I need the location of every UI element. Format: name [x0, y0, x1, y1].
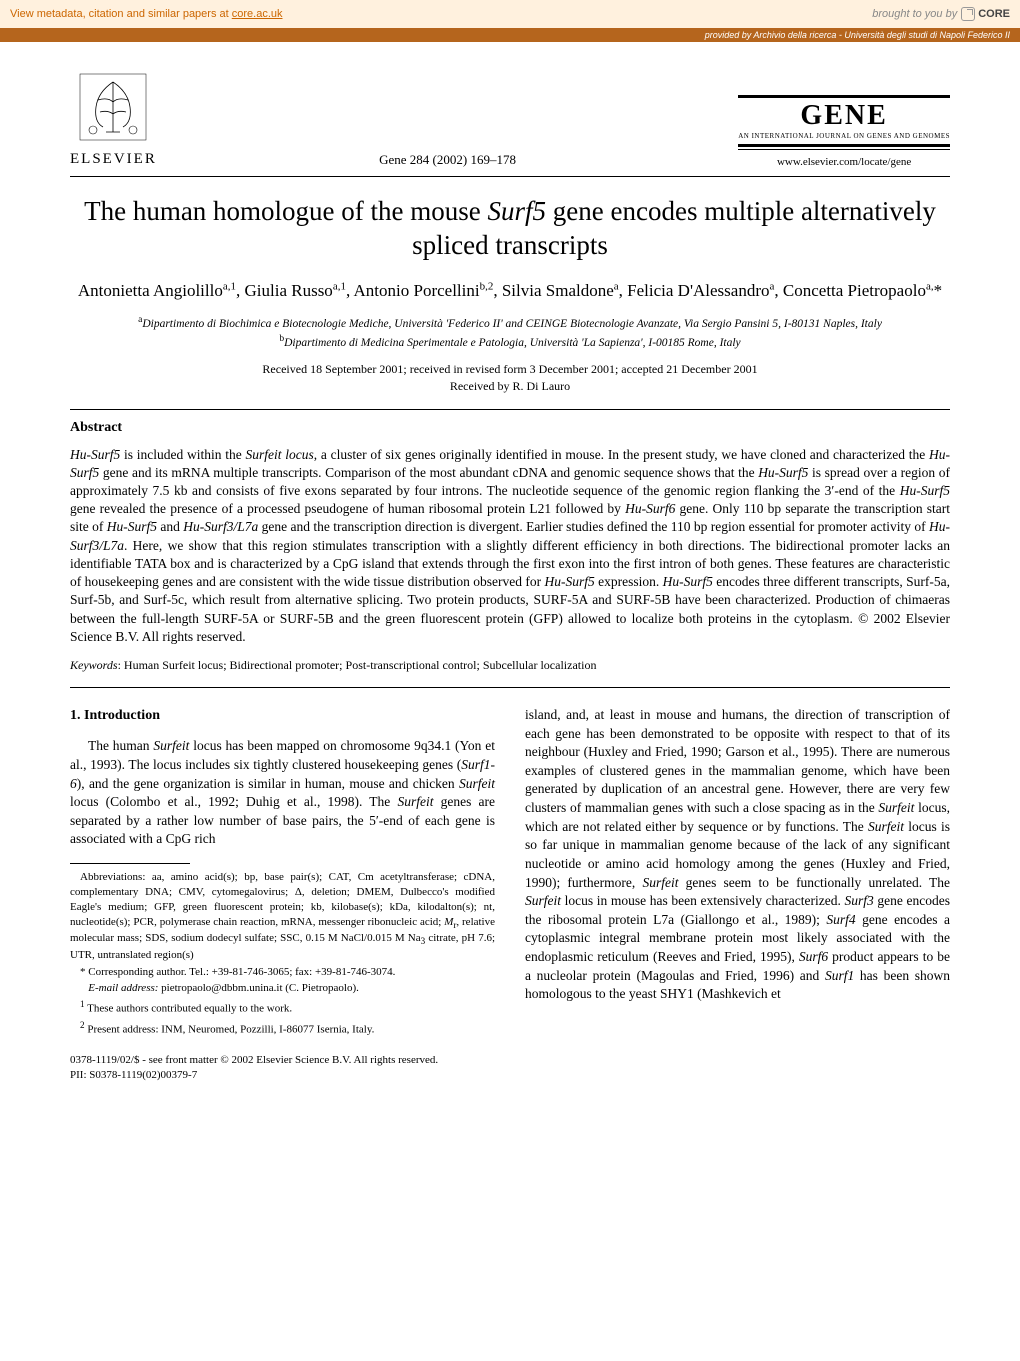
bottom-copyright: 0378-1119/02/$ - see front matter © 2002…	[70, 1053, 950, 1082]
affiliation-b: bDipartimento di Medicina Sperimentale e…	[70, 333, 950, 351]
dates-line1: Received 18 September 2001; received in …	[70, 361, 950, 378]
footnote-rule	[70, 863, 190, 864]
elsevier-block: ELSEVIER	[70, 72, 157, 168]
gene-title: GENE	[738, 100, 950, 132]
page-content: ELSEVIER Gene 284 (2002) 169–178 GENE AN…	[0, 42, 1020, 1122]
authors: Antonietta Angiolilloa,1, Giulia Russoa,…	[70, 279, 950, 303]
core-banner-left: View metadata, citation and similar pape…	[10, 8, 283, 20]
two-column-body: 1. Introduction The human Surfeit locus …	[70, 706, 950, 1039]
keywords-label: Keywords	[70, 658, 118, 672]
core-logo-icon	[961, 7, 975, 21]
pii-line: PII: S0378-1119(02)00379-7	[70, 1068, 950, 1082]
core-left-prefix: View metadata, citation and similar pape…	[10, 8, 232, 20]
gene-logo-block: GENE AN INTERNATIONAL JOURNAL ON GENES A…	[738, 95, 950, 168]
email-value: pietropaolo@dbbm.unina.it (C. Pietropaol…	[158, 982, 358, 994]
elsevier-label: ELSEVIER	[70, 151, 157, 168]
title-part1: The human homologue of the mouse	[84, 196, 487, 226]
introduction-heading: 1. Introduction	[70, 706, 495, 725]
affiliation-a: aDipartimento di Biochimica e Biotecnolo…	[70, 314, 950, 332]
footnote-corresponding: * Corresponding author. Tel.: +39-81-746…	[70, 965, 495, 980]
right-column: island, and, at least in mouse and human…	[525, 706, 950, 1039]
gene-url: www.elsevier.com/locate/gene	[738, 156, 950, 168]
gene-subtitle: AN INTERNATIONAL JOURNAL ON GENES AND GE…	[738, 132, 950, 147]
email-label: E-mail address:	[88, 982, 158, 994]
core-banner-right: brought to you by CORE	[872, 7, 1010, 21]
abbreviations: Abbreviations: aa, amino acid(s); bp, ba…	[70, 870, 495, 963]
intro-paragraph-left: The human Surfeit locus has been mapped …	[70, 737, 495, 849]
footnote-email: E-mail address: pietropaolo@dbbm.unina.i…	[70, 981, 495, 996]
footnotes: Abbreviations: aa, amino acid(s); bp, ba…	[70, 870, 495, 1037]
abstract-heading: Abstract	[70, 420, 950, 436]
core-logo-text: CORE	[978, 8, 1010, 20]
keywords: Keywords: Human Surfeit locus; Bidirecti…	[70, 658, 950, 673]
journal-header: ELSEVIER Gene 284 (2002) 169–178 GENE AN…	[70, 72, 950, 168]
provided-by-banner: provided by Archivio della ricerca - Uni…	[0, 28, 1020, 42]
core-right-prefix: brought to you by	[872, 8, 957, 20]
article-dates: Received 18 September 2001; received in …	[70, 361, 950, 395]
header-rule	[70, 176, 950, 177]
elsevier-tree-icon	[78, 72, 148, 142]
core-logo: CORE	[961, 7, 1010, 21]
footnote-1: 1 These authors contributed equally to t…	[70, 998, 495, 1017]
dates-line2: Received by R. Di Lauro	[70, 378, 950, 395]
title-italic: Surf5	[488, 196, 547, 226]
gene-logo: GENE AN INTERNATIONAL JOURNAL ON GENES A…	[738, 95, 950, 150]
core-link[interactable]: core.ac.uk	[232, 8, 283, 20]
abstract-body: Hu-Surf5 is included within the Surfeit …	[70, 446, 950, 646]
article-title: The human homologue of the mouse Surf5 g…	[70, 195, 950, 263]
journal-reference: Gene 284 (2002) 169–178	[379, 152, 516, 168]
abstract-top-rule	[70, 409, 950, 410]
abstract-bottom-rule	[70, 687, 950, 688]
footnote-2: 2 Present address: INM, Neuromed, Pozzil…	[70, 1019, 495, 1038]
intro-paragraph-right: island, and, at least in mouse and human…	[525, 706, 950, 1004]
copyright-line: 0378-1119/02/$ - see front matter © 2002…	[70, 1053, 950, 1067]
core-banner: View metadata, citation and similar pape…	[0, 0, 1020, 28]
keywords-text: : Human Surfeit locus; Bidirectional pro…	[118, 658, 597, 672]
left-column: 1. Introduction The human Surfeit locus …	[70, 706, 495, 1039]
